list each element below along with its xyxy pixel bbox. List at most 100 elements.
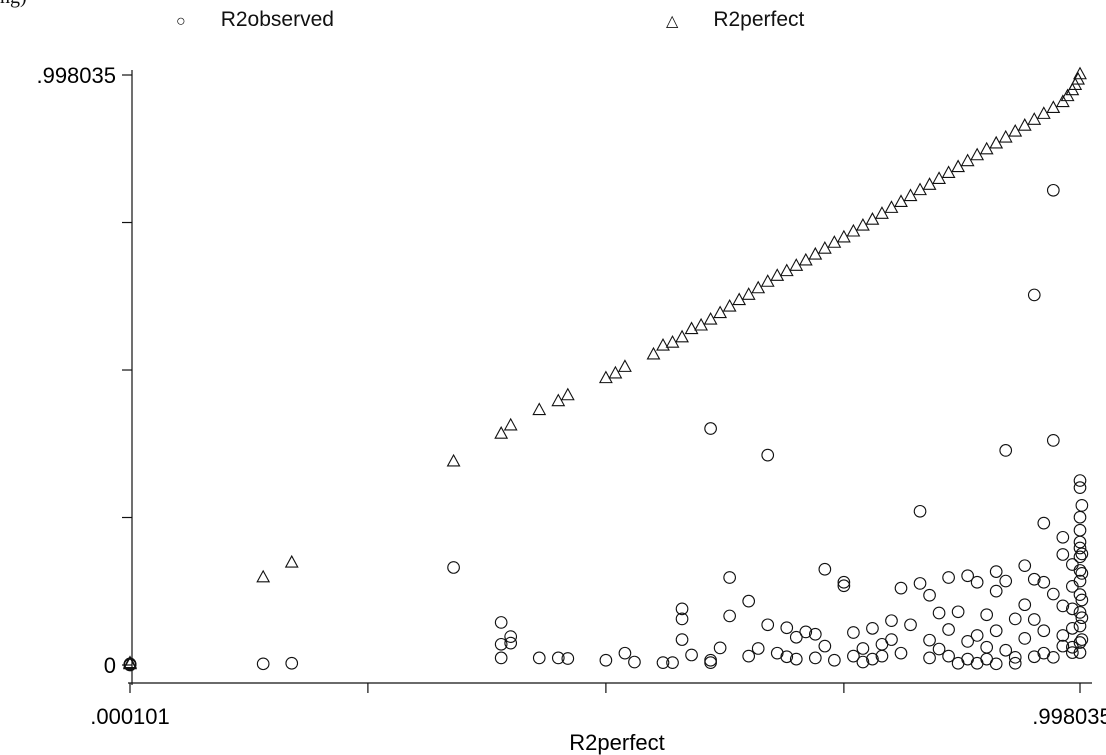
point-r2observed-131 (1073, 550, 1087, 564)
point-r2observed-21 (675, 602, 689, 616)
point-r2observed-47 (837, 575, 851, 589)
point-r2observed-68 (932, 642, 946, 656)
point-r2observed-97 (1027, 650, 1041, 664)
point-r2observed-22 (675, 612, 689, 626)
point-r2observed-96 (1027, 288, 1041, 302)
point-r2observed-10 (494, 637, 508, 651)
point-r2observed-5 (256, 657, 270, 671)
point-r2observed-6 (285, 656, 299, 670)
point-r2observed-78 (970, 629, 984, 642)
point-r2observed-35 (761, 618, 775, 632)
point-r2perfect-8 (532, 402, 547, 416)
point-r2observed-58 (885, 633, 898, 646)
point-r2observed-20 (666, 656, 679, 669)
point-r2observed-85 (989, 584, 1003, 598)
point-r2observed-107 (1046, 183, 1060, 197)
point-r2observed-128 (1073, 523, 1087, 537)
point-r2perfect-5 (446, 453, 461, 467)
point-r2observed-138 (1073, 646, 1087, 659)
point-r2observed-135 (1073, 606, 1087, 619)
point-r2perfect-6 (494, 426, 509, 439)
point-r2observed-61 (904, 618, 917, 632)
point-r2observed-54 (866, 621, 879, 635)
point-r2perfect-10 (560, 387, 575, 401)
legend-item-r2observed: ○ R2observed (176, 8, 334, 32)
point-r2observed-127 (1073, 481, 1087, 495)
x-axis-title: R2perfect (569, 730, 664, 755)
point-r2observed-103 (1037, 516, 1051, 530)
top-left-text-fragment: ng) (0, 0, 27, 9)
point-r2observed-114 (1066, 558, 1079, 571)
point-r2observed-62 (913, 504, 927, 518)
point-r2observed-76 (961, 569, 974, 583)
point-r2observed-121 (1075, 567, 1089, 580)
point-r2observed-37 (780, 650, 794, 664)
point-r2observed-25 (704, 653, 717, 667)
y-tick-label-1: .998035 (36, 63, 116, 88)
point-r2perfect-3 (256, 569, 271, 583)
point-r2observed-12 (504, 636, 518, 650)
point-r2observed-30 (742, 594, 756, 608)
point-r2observed-53 (866, 652, 879, 666)
point-r2observed-19 (656, 656, 670, 669)
circle-marker-icon: ○ (176, 13, 186, 30)
point-r2observed-26 (704, 656, 717, 669)
point-r2perfect-18 (684, 321, 699, 335)
point-r2perfect-15 (656, 337, 670, 351)
point-r2observed-79 (970, 575, 984, 589)
point-r2observed-104 (1046, 587, 1060, 601)
point-r2observed-100 (1037, 575, 1051, 589)
point-r2observed-112 (1056, 629, 1070, 642)
legend-item-r2perfect: △ R2perfect (666, 8, 804, 32)
point-r2observed-43 (808, 651, 822, 665)
point-r2observed-17 (618, 646, 632, 660)
point-r2perfect-7 (503, 417, 518, 431)
point-r2observed-31 (742, 649, 756, 663)
point-r2perfect-2 (123, 655, 137, 669)
point-r2observed-93 (1018, 559, 1032, 573)
point-r2observed-132 (1073, 564, 1087, 577)
point-r2observed-91 (1008, 656, 1022, 670)
point-r2observed-51 (856, 655, 870, 669)
point-r2observed-71 (942, 649, 955, 663)
point-r2observed-82 (980, 640, 994, 654)
point-r2observed-49 (847, 649, 860, 663)
y-tick-label-0: 0 (104, 653, 116, 678)
point-r2observed-14 (551, 651, 565, 665)
point-r2observed-99 (1027, 613, 1041, 626)
point-r2observed-106 (1046, 650, 1060, 664)
point-r2perfect-11 (598, 370, 613, 384)
point-r2observed-64 (923, 633, 936, 647)
point-r2observed-44 (818, 639, 832, 653)
point-r2observed-66 (923, 651, 936, 665)
point-r2perfect-13 (618, 359, 632, 372)
point-r2observed-39 (789, 630, 803, 644)
point-r2perfect-14 (646, 346, 661, 360)
point-r2perfect-20 (703, 311, 718, 325)
point-r2observed-36 (770, 646, 784, 660)
point-r2perfect-24 (741, 287, 756, 300)
point-r2observed-32 (751, 642, 765, 655)
point-r2observed-84 (989, 657, 1003, 671)
x-tick-label-0: .000101 (90, 704, 170, 729)
point-r2observed-33 (704, 422, 717, 435)
point-r2observed-7 (447, 561, 460, 574)
point-r2observed-34 (761, 448, 775, 462)
point-r2observed-60 (894, 646, 908, 660)
point-r2observed-87 (999, 444, 1013, 457)
point-r2observed-46 (828, 653, 841, 667)
point-r2observed-126 (1073, 510, 1087, 524)
triangle-marker-icon: △ (666, 13, 679, 30)
point-r2observed-59 (894, 581, 908, 595)
point-r2observed-108 (1056, 599, 1070, 613)
point-r2observed-137 (1073, 636, 1087, 649)
legend-label-r2perfect: R2perfect (713, 8, 805, 31)
point-r2observed-89 (999, 574, 1013, 588)
point-r2observed-57 (885, 614, 898, 628)
point-r2perfect-17 (675, 329, 689, 343)
point-r2observed-40 (789, 652, 803, 666)
point-r2observed-129 (1073, 535, 1087, 549)
point-r2observed-116 (1066, 602, 1079, 616)
point-r2observed-101 (1037, 624, 1051, 638)
point-r2observed-134 (1073, 588, 1087, 602)
